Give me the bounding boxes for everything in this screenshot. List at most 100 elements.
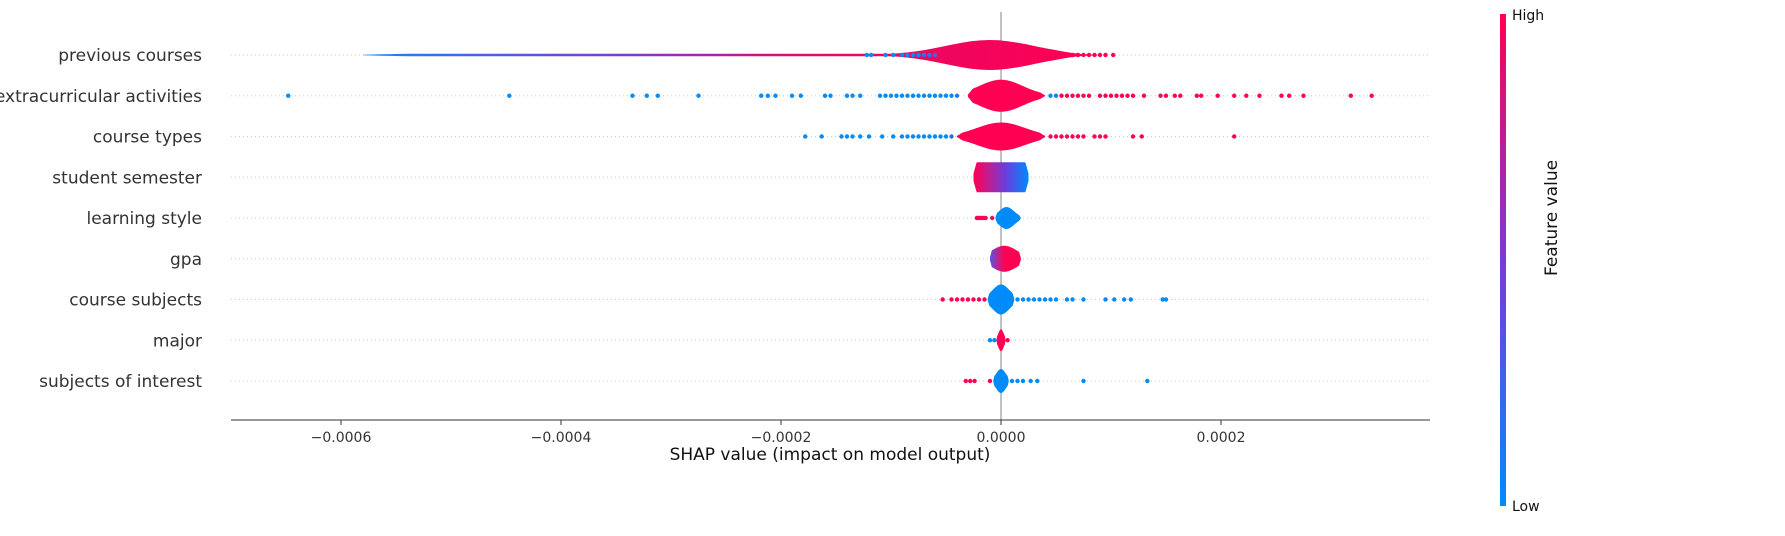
- x-tick-label: 0.0002: [1197, 430, 1246, 446]
- data-point: [1232, 93, 1237, 98]
- data-point: [1097, 52, 1103, 58]
- data-point: [905, 52, 910, 58]
- violin-major: [996, 329, 1006, 352]
- data-point: [916, 134, 921, 139]
- data-point: [1114, 93, 1119, 98]
- data-point: [891, 134, 896, 139]
- data-point: [798, 93, 803, 98]
- x-tick-label: −0.0004: [531, 430, 592, 446]
- data-point: [1158, 93, 1163, 98]
- data-point: [1103, 134, 1108, 139]
- data-point: [1178, 93, 1183, 98]
- data-point: [1020, 378, 1026, 384]
- data-point: [1005, 338, 1010, 343]
- data-point: [1035, 378, 1040, 384]
- feature-row-course-types: course types: [93, 122, 1430, 151]
- data-point: [1257, 93, 1262, 98]
- data-point: [1112, 297, 1117, 302]
- data-point: [1081, 93, 1086, 98]
- x-axis: −0.0006 −0.0004 −0.0002 0.0000 0.0002 SHAP va…: [231, 419, 1430, 465]
- data-point: [954, 297, 960, 302]
- data-point: [987, 378, 993, 384]
- data-point: [286, 93, 291, 98]
- data-point: [1119, 93, 1125, 98]
- data-point: [990, 215, 995, 221]
- data-point: [905, 134, 910, 139]
- data-point: [1020, 297, 1026, 302]
- data-point: [1028, 378, 1033, 384]
- data-point: [1122, 297, 1127, 302]
- data-point: [1048, 134, 1053, 139]
- data-point: [910, 93, 916, 98]
- data-point: [1086, 93, 1092, 98]
- data-point: [949, 297, 954, 302]
- data-point: [844, 134, 850, 139]
- x-tick-label: −0.0002: [751, 430, 812, 446]
- feature-row-course-subjects: course subjects: [69, 284, 1430, 315]
- data-point: [972, 378, 977, 384]
- data-point: [1369, 93, 1374, 98]
- data-point: [858, 93, 863, 98]
- data-point: [877, 93, 883, 98]
- colorbar-gradient: [1500, 14, 1506, 506]
- data-point: [1042, 297, 1048, 302]
- data-point: [1125, 93, 1130, 98]
- data-point: [1048, 93, 1053, 98]
- feature-label: extracurricular activities: [0, 87, 202, 107]
- data-point: [963, 378, 968, 384]
- feature-label: major: [153, 331, 202, 351]
- feature-label: subjects of interest: [39, 372, 202, 392]
- data-point: [927, 52, 932, 58]
- data-point: [927, 134, 932, 139]
- data-point: [1081, 134, 1086, 139]
- feature-row-major: major: [153, 329, 1430, 352]
- data-point: [883, 93, 888, 98]
- data-point: [1015, 297, 1020, 302]
- data-point: [1199, 93, 1204, 98]
- data-point: [1064, 93, 1070, 98]
- data-point: [883, 52, 888, 58]
- data-point: [655, 93, 660, 98]
- violin-learning-style: [995, 207, 1021, 229]
- data-point: [1279, 93, 1284, 98]
- data-point: [1064, 134, 1070, 139]
- data-point: [1059, 93, 1064, 98]
- data-point: [1053, 134, 1059, 139]
- data-point: [844, 93, 850, 98]
- feature-row-previous-courses: previous courses: [58, 40, 1430, 70]
- data-point: [850, 134, 855, 139]
- data-point: [1070, 297, 1075, 302]
- data-point: [899, 93, 905, 98]
- data-point: [1031, 297, 1037, 302]
- data-point: [1092, 134, 1097, 139]
- data-point: [932, 134, 938, 139]
- data-point: [1026, 297, 1031, 302]
- data-point: [1130, 134, 1136, 139]
- violin-extracurricular-activities: [968, 79, 1045, 112]
- data-point: [1070, 52, 1075, 58]
- data-point: [949, 93, 954, 98]
- data-point: [850, 93, 855, 98]
- data-point: [1059, 134, 1064, 139]
- data-point: [839, 134, 844, 139]
- data-point: [1301, 93, 1306, 98]
- data-point: [759, 93, 764, 98]
- data-point: [971, 297, 976, 302]
- data-point: [1075, 134, 1081, 139]
- data-point: [910, 52, 916, 58]
- data-point: [921, 52, 927, 58]
- data-point: [1103, 93, 1108, 98]
- data-point: [765, 93, 770, 98]
- data-point: [773, 93, 778, 98]
- data-point: [1075, 52, 1081, 58]
- data-point: [905, 93, 910, 98]
- data-point: [507, 93, 512, 98]
- data-point: [1348, 93, 1354, 98]
- data-point: [983, 215, 988, 221]
- feature-label: course subjects: [69, 291, 202, 311]
- data-point: [943, 93, 949, 98]
- x-axis-title: SHAP value (impact on model output): [670, 445, 991, 465]
- data-point: [916, 52, 921, 58]
- data-point: [932, 52, 938, 58]
- data-point: [1160, 297, 1165, 302]
